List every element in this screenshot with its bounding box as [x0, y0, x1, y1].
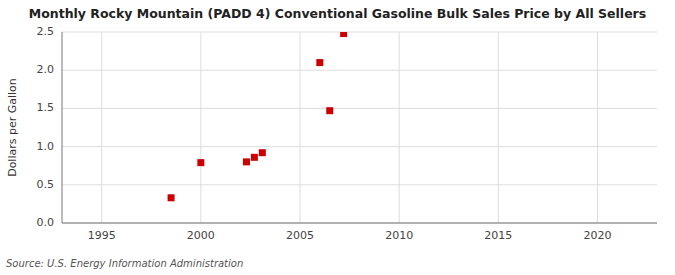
chart-svg: 0.0 0.5 1.0 1.5 2.0 2.5 1995 2000 2005 2010 2015 20… [0, 0, 675, 275]
x-grid-line [399, 32, 400, 223]
y-grid-line [62, 146, 657, 147]
y-tick-label: 2.0 [37, 63, 55, 76]
y-tick-label: 1.0 [37, 140, 55, 153]
y-grid-line [62, 32, 657, 33]
x-tick-label: 2010 [385, 229, 413, 242]
y-tick-label: 2.5 [37, 25, 55, 38]
x-grid-line [597, 32, 598, 223]
grid [62, 32, 657, 223]
axes: 0.0 0.5 1.0 1.5 2.0 2.5 1995 2000 2005 2010 2015 20… [37, 25, 658, 242]
scatter-point [197, 159, 204, 166]
y-axis-label: Dollars per Gallon [6, 78, 19, 177]
x-grid-line [200, 32, 201, 223]
x-tick-label: 2015 [484, 229, 512, 242]
source-note: Source: U.S. Energy Information Administ… [6, 258, 243, 269]
x-grid-line [300, 32, 301, 223]
x-tick-label: 1995 [88, 229, 116, 242]
points [168, 32, 348, 201]
y-grid-line [62, 223, 657, 224]
y-axis-line [62, 32, 63, 223]
x-tick-label: 2020 [584, 229, 612, 242]
y-grid-line [62, 184, 657, 185]
scatter-point [251, 154, 258, 161]
x-grid-line [498, 32, 499, 223]
y-tick-label: 0.5 [37, 178, 55, 191]
scatter-point [168, 194, 175, 201]
scatter-point [259, 149, 266, 156]
scatter-point [340, 32, 347, 37]
y-grid-line [62, 70, 657, 71]
scatter-point [326, 107, 333, 114]
scatter-point [316, 59, 323, 66]
x-grid-line [101, 32, 102, 223]
title: Monthly Rocky Mountain (PADD 4) Conventi… [29, 6, 646, 21]
y-tick-label: 1.5 [37, 101, 55, 114]
chart-container: 0.0 0.5 1.0 1.5 2.0 2.5 1995 2000 2005 2010 2015 20… [0, 0, 675, 275]
x-tick-label: 2000 [187, 229, 215, 242]
y-tick-label: 0.0 [37, 216, 55, 229]
x-axis-line [62, 223, 657, 224]
y-grid-line [62, 108, 657, 109]
scatter-point [243, 158, 250, 165]
x-tick-label: 2005 [286, 229, 314, 242]
